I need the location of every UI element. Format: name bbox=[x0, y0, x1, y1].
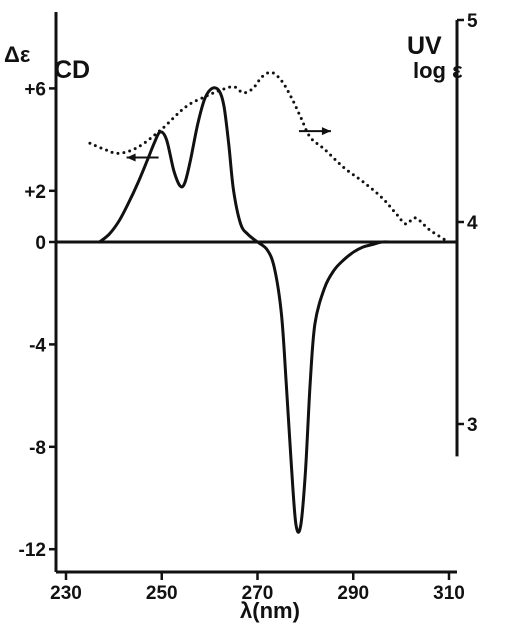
right-tick-label-5: 5 bbox=[467, 11, 478, 32]
left-tick-label--4: -4 bbox=[29, 335, 46, 356]
right-tick-label-4: 4 bbox=[467, 213, 478, 234]
right-tick-label-3: 3 bbox=[467, 415, 478, 436]
left-tick-label-2: +2 bbox=[24, 182, 46, 203]
series-cd-line bbox=[98, 86, 393, 534]
arrow-cd-head bbox=[126, 153, 136, 162]
series-arrows bbox=[126, 127, 331, 162]
arrow-uv-head bbox=[321, 127, 331, 136]
series-uv-line bbox=[88, 70, 451, 244]
x-tick-label-310: 310 bbox=[433, 583, 465, 604]
axes-frame bbox=[54, 12, 459, 574]
left-tick-label-6: +6 bbox=[24, 79, 46, 100]
left-axis-label: Δε bbox=[4, 42, 31, 67]
cd-label: CD bbox=[54, 56, 90, 84]
series-lines bbox=[88, 70, 451, 534]
left-tick-label-0: 0 bbox=[35, 233, 46, 254]
left-tick-label--8: -8 bbox=[29, 438, 46, 459]
right-axis-label: log ε bbox=[413, 58, 463, 83]
x-tick-label-270: 270 bbox=[242, 583, 274, 604]
x-axis-label: λ(nm) bbox=[240, 598, 300, 623]
axis-ticks: 230 250 270 290 310 +6 +2 0 -4 -8 -12 5 4 3 bbox=[19, 11, 478, 604]
x-tick-label-230: 230 bbox=[50, 583, 82, 604]
left-tick-label--12: -12 bbox=[19, 540, 46, 561]
x-tick-label-250: 250 bbox=[146, 583, 178, 604]
x-tick-label-290: 290 bbox=[337, 583, 369, 604]
uv-label: UV bbox=[407, 32, 442, 60]
